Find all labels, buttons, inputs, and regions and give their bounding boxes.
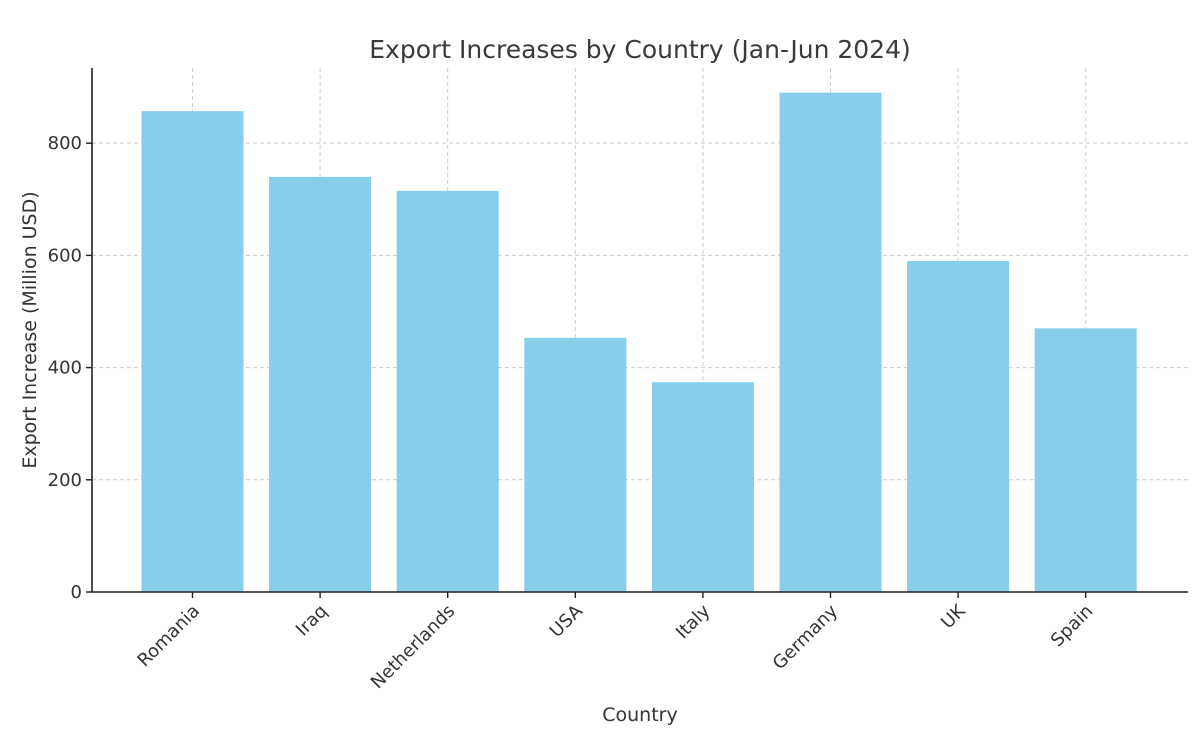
y-tick-label: 600 (48, 245, 82, 266)
x-axis-title: Country (602, 704, 677, 726)
x-tick-label: Romania (134, 601, 205, 672)
y-tick-label: 200 (48, 470, 82, 491)
x-tick-label: USA (546, 600, 588, 642)
grid (92, 68, 1188, 593)
bar-usa (524, 337, 627, 592)
y-tick-label: 800 (48, 133, 82, 154)
bar-iraq (269, 176, 372, 592)
bar-netherlands (396, 190, 499, 592)
x-tick-label: Spain (1047, 601, 1097, 651)
bars (141, 92, 1137, 592)
x-tick-label: UK (937, 600, 970, 633)
x-tick-label: Iraq (292, 601, 332, 641)
bar-uk (907, 260, 1010, 592)
bar-italy (651, 382, 754, 592)
y-axis-title: Export Increase (Million USD) (19, 191, 41, 468)
bar-spain (1034, 328, 1137, 592)
x-tick-label: Netherlands (367, 601, 459, 693)
x-tick-label: Italy (672, 600, 715, 643)
axes (91, 68, 1188, 593)
chart-title: Export Increases by Country (Jan-Jun 202… (369, 35, 911, 64)
x-tick-label: Germany (769, 600, 843, 674)
bar-germany (779, 92, 882, 592)
y-tick-label: 0 (71, 582, 82, 603)
y-tick-label: 400 (48, 358, 82, 379)
bar-romania (141, 111, 244, 592)
